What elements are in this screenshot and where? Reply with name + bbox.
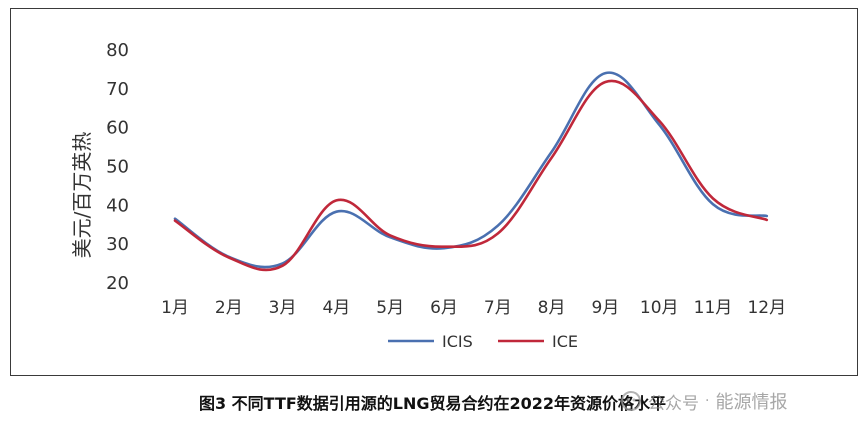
series-line-icis bbox=[173, 71, 769, 269]
y-tick-label: 30 bbox=[106, 234, 129, 255]
watermark: 公众号 · 能源情报 bbox=[620, 386, 787, 416]
x-tick-label: 1月 bbox=[161, 298, 189, 318]
y-axis-label: 美元/百万英热 bbox=[70, 132, 94, 259]
figure-caption: 图3 不同TTF数据引用源的LNG贸易合约在2022年资源价格水平 bbox=[198, 394, 667, 413]
wechat-logo-icon bbox=[621, 391, 641, 411]
y-tick-label: 80 bbox=[106, 40, 129, 61]
y-tick-label: 60 bbox=[106, 118, 129, 139]
x-tick-label: 6月 bbox=[430, 298, 458, 318]
x-tick-label: 9月 bbox=[591, 298, 619, 318]
series-line-ice bbox=[173, 79, 769, 272]
watermark-separator: · bbox=[705, 393, 710, 409]
x-tick-label: 7月 bbox=[484, 298, 512, 318]
legend: ICIS ICE bbox=[388, 332, 578, 351]
legend-label-ice: ICE bbox=[552, 332, 578, 351]
x-tick-label: 11月 bbox=[694, 298, 733, 318]
x-tick-label: 12月 bbox=[747, 298, 786, 318]
legend-label-icis: ICIS bbox=[442, 332, 473, 351]
y-axis-ticks: 20 30 40 50 60 70 80 bbox=[106, 40, 129, 294]
chart-frame: 20 30 40 50 60 70 80 1月 2月 3月 4月 5月 6月 7月 8月 9月 10月 11月 1… bbox=[10, 8, 858, 376]
x-tick-label: 3月 bbox=[269, 298, 297, 318]
series-lines bbox=[173, 71, 769, 272]
x-tick-label: 8月 bbox=[538, 298, 566, 318]
x-tick-label: 10月 bbox=[640, 298, 679, 318]
x-tick-label: 2月 bbox=[215, 298, 243, 318]
y-tick-label: 20 bbox=[106, 273, 129, 294]
watermark-name: 能源情报 bbox=[715, 392, 788, 413]
y-tick-label: 40 bbox=[106, 195, 129, 216]
y-tick-label: 70 bbox=[106, 79, 129, 100]
y-tick-label: 50 bbox=[106, 157, 129, 178]
watermark-source: 公众号 bbox=[648, 393, 699, 414]
x-tick-label: 4月 bbox=[322, 298, 350, 318]
x-tick-label: 5月 bbox=[376, 298, 404, 318]
x-axis-ticks: 1月 2月 3月 4月 5月 6月 7月 8月 9月 10月 11月 12月 bbox=[161, 298, 786, 318]
